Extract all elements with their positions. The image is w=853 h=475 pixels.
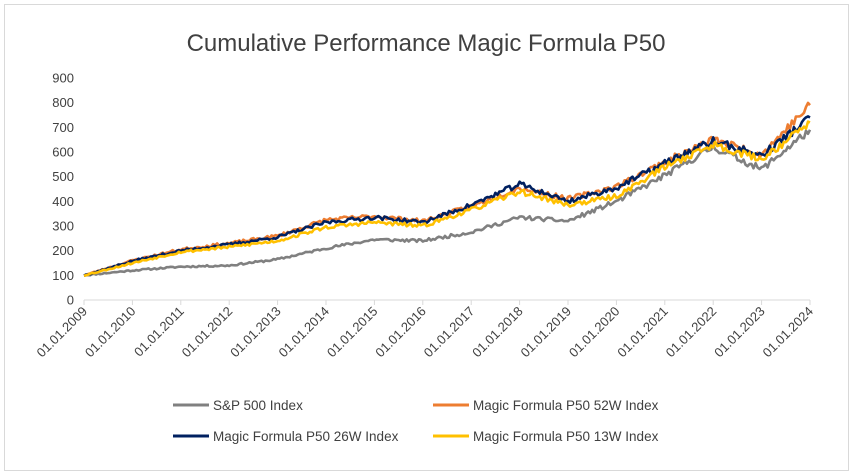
x-tick-label: 01.01.2010 (82, 304, 139, 361)
chart-frame: Cumulative Performance Magic Formula P50… (4, 4, 849, 471)
x-tick-label: 01.01.2011 (131, 304, 187, 360)
y-tick-label: 400 (52, 194, 74, 209)
y-tick-label: 300 (52, 219, 74, 234)
x-tick-label: 01.01.2013 (227, 304, 284, 361)
x-tick-label: 01.01.2014 (275, 304, 332, 361)
legend-label: Magic Formula P50 52W Index (473, 398, 659, 413)
y-tick-label: 500 (52, 169, 74, 184)
x-tick-label: 01.01.2020 (566, 304, 623, 361)
line-chart: Cumulative Performance Magic Formula P50… (33, 30, 816, 444)
x-tick-label: 01.01.2017 (421, 304, 478, 361)
x-tick-label: 01.01.2022 (663, 304, 720, 361)
x-tick-label: 01.01.2019 (517, 304, 574, 361)
series-lines (83, 101, 812, 277)
y-tick-label: 600 (52, 145, 74, 160)
legend-label: Magic Formula P50 26W Index (213, 429, 399, 444)
x-tick-label: 01.01.2015 (324, 304, 381, 361)
y-tick-label: 0 (67, 293, 74, 308)
x-tick-label: 01.01.2018 (469, 304, 526, 361)
legend: S&P 500 Index Magic Formula P50 52W Index… (173, 398, 659, 444)
x-tick-label: 01.01.2016 (372, 304, 429, 361)
y-tick-label: 200 (52, 243, 74, 258)
y-tick-label: 900 (52, 71, 74, 86)
x-tick-label: 01.01.2009 (33, 304, 90, 361)
series-line-1 (83, 129, 812, 277)
chart-title: Cumulative Performance Magic Formula P50 (187, 30, 666, 57)
y-axis: 0 100 200 300 400 500 600 700 800 900 (52, 71, 74, 308)
x-tick-label: 01.01.2012 (179, 304, 236, 361)
legend-label: Magic Formula P50 13W Index (473, 429, 659, 444)
x-tick-label: 01.01.2024 (759, 304, 816, 361)
y-tick-label: 100 (52, 268, 74, 283)
legend-label: S&P 500 Index (213, 398, 303, 413)
x-tick-label: 01.01.2021 (614, 304, 671, 361)
series-line-4 (83, 120, 811, 277)
y-tick-label: 800 (52, 95, 74, 110)
y-tick-label: 700 (52, 120, 74, 135)
x-axis: 01.01.200901.01.201001.01.201101.01.2012… (33, 300, 816, 360)
x-tick-label: 01.01.2023 (711, 304, 768, 361)
